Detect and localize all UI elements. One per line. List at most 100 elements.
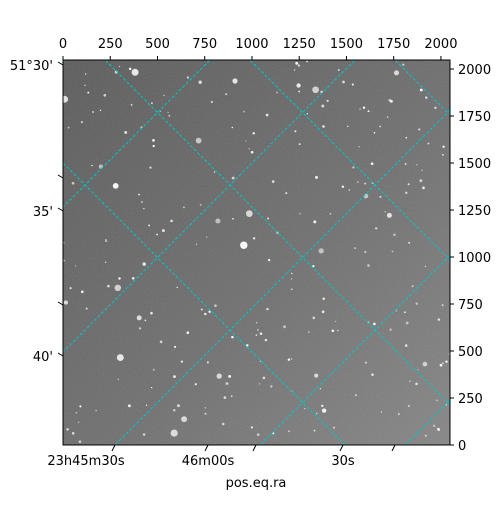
top-tick-label: 1250 bbox=[283, 37, 316, 52]
right-tick-label: 1500 bbox=[458, 157, 491, 172]
star bbox=[294, 130, 297, 133]
right-tick-label: 2000 bbox=[458, 63, 491, 78]
star bbox=[259, 332, 263, 335]
star bbox=[208, 310, 211, 313]
star bbox=[105, 239, 107, 241]
star bbox=[80, 121, 83, 124]
star bbox=[66, 428, 69, 431]
dec-tick-label: 51°30' bbox=[10, 59, 53, 74]
star bbox=[118, 65, 121, 67]
star bbox=[312, 316, 316, 320]
star bbox=[174, 345, 177, 348]
star bbox=[152, 368, 155, 371]
left-dec-axis: 51°30' 35' 40' bbox=[10, 59, 64, 365]
star bbox=[373, 322, 376, 326]
star bbox=[99, 109, 102, 112]
star bbox=[258, 383, 261, 385]
right-tick-label: 750 bbox=[458, 298, 483, 313]
star bbox=[186, 76, 190, 79]
star bbox=[364, 182, 367, 185]
star bbox=[213, 171, 216, 173]
star bbox=[204, 407, 207, 409]
star bbox=[270, 385, 273, 388]
star bbox=[316, 412, 318, 415]
star bbox=[354, 247, 357, 250]
dec-tick-label: 40' bbox=[33, 350, 53, 365]
star bbox=[322, 297, 325, 300]
star bbox=[71, 181, 75, 185]
star bbox=[221, 422, 225, 426]
plot-frame bbox=[62, 59, 451, 446]
star bbox=[107, 284, 110, 288]
star bbox=[252, 132, 255, 135]
star bbox=[321, 408, 327, 413]
dec-grid-line bbox=[63, 60, 356, 353]
star bbox=[315, 175, 318, 179]
star bbox=[206, 236, 208, 238]
star bbox=[319, 388, 322, 390]
star bbox=[290, 278, 293, 280]
star bbox=[245, 210, 253, 217]
ra-tick-label: 23h45m30s bbox=[47, 454, 125, 469]
star bbox=[159, 340, 163, 344]
star bbox=[404, 344, 408, 347]
star bbox=[442, 145, 445, 148]
star bbox=[408, 241, 411, 244]
star bbox=[395, 310, 398, 312]
star bbox=[404, 311, 406, 314]
star bbox=[347, 125, 349, 128]
star bbox=[230, 395, 233, 398]
star bbox=[276, 91, 278, 94]
image-noise bbox=[63, 60, 450, 445]
right-tick-label: 0 bbox=[458, 439, 466, 454]
top-pixel-axis: 0 250 500 750 1000 1250 1500 1750 2000 bbox=[59, 37, 457, 60]
star bbox=[297, 64, 301, 67]
star bbox=[262, 376, 266, 380]
star bbox=[306, 113, 308, 115]
star bbox=[415, 302, 418, 305]
star bbox=[78, 440, 82, 444]
left-tick bbox=[57, 174, 64, 179]
star bbox=[389, 99, 393, 103]
star bbox=[131, 276, 135, 280]
star bbox=[168, 114, 171, 117]
right-tick-label: 1250 bbox=[458, 204, 491, 219]
star bbox=[130, 103, 133, 106]
star bbox=[181, 416, 188, 423]
star bbox=[298, 143, 301, 145]
star bbox=[422, 361, 428, 367]
top-tick-label: 750 bbox=[192, 37, 217, 52]
coordinate-grid bbox=[63, 60, 450, 445]
star bbox=[391, 250, 394, 253]
dec-grid-line bbox=[259, 254, 450, 445]
star bbox=[232, 217, 234, 220]
star bbox=[380, 411, 383, 413]
star bbox=[225, 93, 228, 96]
star bbox=[231, 126, 234, 129]
star bbox=[138, 193, 140, 196]
star bbox=[231, 176, 235, 180]
star bbox=[418, 128, 421, 131]
star bbox=[326, 99, 329, 102]
star bbox=[231, 335, 234, 339]
star bbox=[266, 307, 269, 311]
star bbox=[402, 63, 405, 66]
star bbox=[63, 259, 66, 262]
star bbox=[215, 218, 221, 224]
star bbox=[214, 304, 217, 307]
star bbox=[131, 68, 139, 76]
star bbox=[228, 374, 232, 378]
star bbox=[441, 304, 444, 307]
star bbox=[204, 312, 207, 316]
star bbox=[331, 329, 335, 333]
top-tick-label: 1000 bbox=[235, 37, 268, 52]
star bbox=[248, 148, 250, 150]
star bbox=[170, 429, 178, 437]
star bbox=[321, 310, 325, 314]
star bbox=[354, 394, 357, 397]
star bbox=[104, 261, 107, 263]
star bbox=[288, 430, 290, 433]
star bbox=[136, 315, 142, 321]
star bbox=[173, 409, 176, 412]
